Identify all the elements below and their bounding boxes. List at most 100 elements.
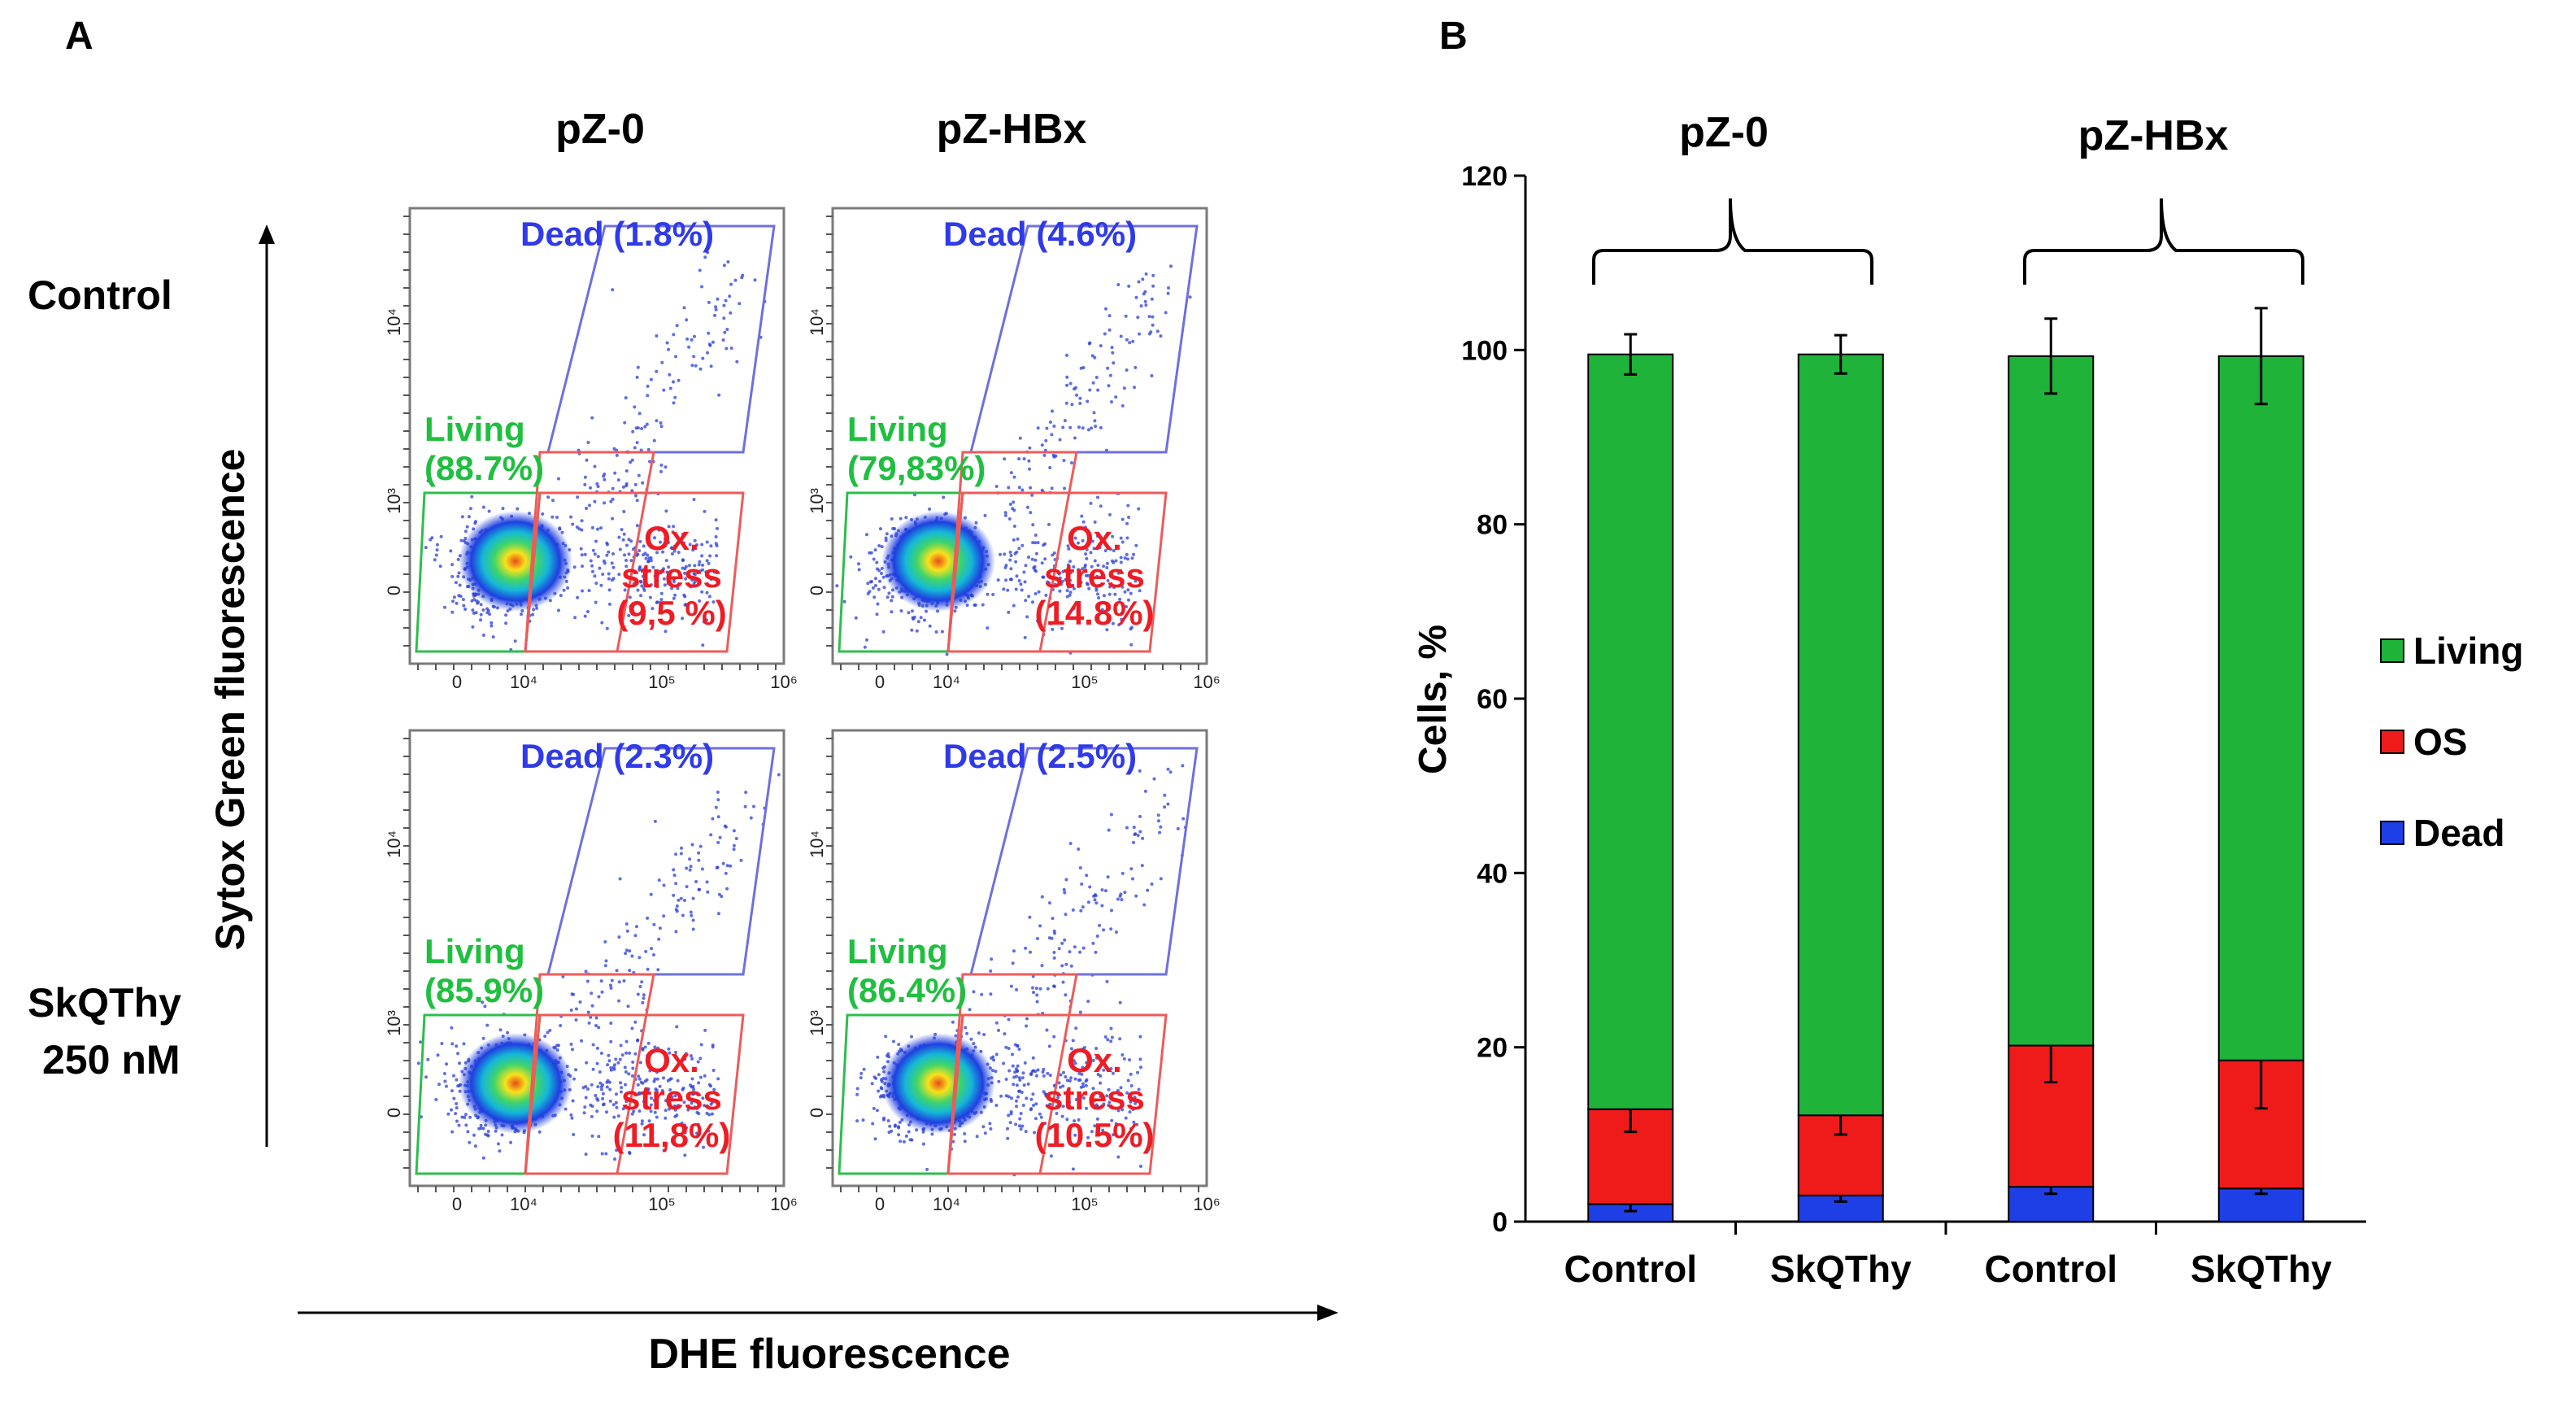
flow-x-tick: 10⁵ (1071, 672, 1099, 692)
flow-x-tick: 10⁴ (933, 672, 960, 692)
panel-b: B pZ-0 pZ-HBx Cells, % 0 20 40 60 80 100 120 Co… (1412, 15, 2523, 1290)
row-label-skqthy: SkQThy (28, 980, 181, 1026)
y-axis-arrowhead (259, 224, 275, 244)
y-tick-label: 120 (1461, 161, 1508, 192)
label-dead: Dead (2.3%) (520, 737, 714, 775)
y-tick-label: 40 (1477, 858, 1508, 889)
group-brace-pzhbx (2023, 198, 2304, 285)
category-label: SkQThy (1770, 1248, 1912, 1290)
category-label: Control (1564, 1248, 1697, 1290)
gate-ox-stress-outer (524, 1013, 745, 1175)
y-tick-label: 60 (1477, 684, 1508, 715)
flow-plot-1: Dead (1.8%) Living(88.7%) Ox.stress(9,5 %)… (384, 207, 798, 692)
label-dead: Dead (1.8%) (520, 215, 714, 253)
gate-dead (969, 224, 1199, 454)
category-label: SkQThy (2191, 1248, 2332, 1290)
panel-a-letter: A (65, 15, 94, 58)
legend: Living OS Dead (2380, 630, 2523, 854)
row-label-control: Control (28, 272, 172, 318)
gate-dead (969, 747, 1199, 976)
flow-y-tick: 0 (384, 586, 404, 595)
flow-x-tick: 10⁴ (510, 1194, 537, 1214)
bar-segment-living (2217, 355, 2304, 1061)
x-axis-arrowhead (1317, 1305, 1338, 1321)
row-label-skqthy-dose: 250 nM (42, 1037, 181, 1083)
flow-x-tick: 10⁶ (770, 1194, 798, 1214)
flow-y-tick: 10⁴ (807, 308, 827, 336)
label-dead: Dead (2.5%) (943, 737, 1137, 775)
flow-y-tick: 10⁴ (807, 830, 827, 858)
flow-x-tick: 10⁴ (933, 1194, 960, 1214)
label-ox-stress: Ox. (1067, 1041, 1122, 1079)
flow-x-tick: 0 (452, 1194, 462, 1214)
legend-swatch-os (2380, 730, 2404, 754)
label-ox-stress: (14.8%) (1034, 594, 1154, 632)
flow-x-tick: 10⁶ (1193, 1194, 1221, 1214)
legend-label-living: Living (2413, 630, 2523, 672)
label-living: (86.4%) (847, 971, 967, 1009)
label-living: Living (847, 932, 948, 970)
label-ox-stress: stress (1044, 1078, 1145, 1117)
category-label: Control (1984, 1248, 2117, 1290)
flow-plot-2: Dead (4.6%) Living(79,83%) Ox.stress(14.8%… (807, 207, 1221, 692)
gate-ox-stress-outer (946, 491, 1168, 653)
flow-y-tick: 10³ (807, 488, 827, 514)
flow-plot-4: Dead (2.5%) Living(86.4%) Ox.stress(10.5%)… (807, 729, 1221, 1214)
flow-plot-frame (831, 207, 1208, 665)
label-living: Living (424, 932, 525, 970)
flow-x-tick: 10⁵ (648, 1194, 676, 1214)
flow-x-tick: 10⁵ (1071, 1194, 1099, 1214)
density-hotspot (881, 511, 995, 612)
legend-swatch-dead (2380, 821, 2404, 845)
label-ox-stress: Ox. (1067, 519, 1122, 557)
flow-x-tick: 0 (452, 672, 462, 692)
y-axis-label: Sytox Green fluorescence (207, 449, 253, 951)
label-living: (88.7%) (424, 449, 544, 487)
col-header-pz0: pZ-0 (555, 106, 645, 153)
flow-x-tick: 0 (875, 672, 885, 692)
bar-segment-living (1797, 353, 1884, 1117)
label-living: Living (424, 410, 525, 448)
flow-x-tick: 10⁶ (770, 672, 798, 692)
gate-dead (546, 224, 776, 454)
flow-x-tick: 0 (875, 1194, 885, 1214)
label-ox-stress: Ox. (644, 1041, 699, 1079)
y-tick-label: 20 (1477, 1033, 1508, 1064)
flow-y-tick: 0 (807, 586, 827, 595)
label-ox-stress: Ox. (644, 519, 699, 557)
flow-y-tick: 0 (807, 1108, 827, 1118)
flow-y-tick: 10³ (807, 1010, 827, 1036)
density-hotspot (881, 1033, 995, 1134)
flow-y-tick: 10⁴ (384, 308, 404, 336)
panel-b-letter: B (1439, 15, 1468, 58)
flow-x-tick: 10⁴ (510, 672, 537, 692)
group-label-pz0: pZ-0 (1679, 109, 1769, 156)
flow-x-tick: 10⁵ (648, 672, 676, 692)
y-axis-title: Cells, % (1412, 625, 1455, 774)
stacked-bar-chart: 0 20 40 60 80 100 120 Control SkQThy Control SkQTh… (1461, 161, 2366, 1290)
flow-y-tick: 0 (384, 1108, 404, 1118)
flow-y-tick: 10³ (384, 1010, 404, 1036)
gate-ox-stress-outer (524, 491, 745, 653)
group-label-pzhbx: pZ-HBx (2078, 112, 2229, 159)
label-living: Living (847, 410, 948, 448)
label-ox-stress: stress (1044, 556, 1145, 595)
flow-x-tick: 10⁶ (1193, 672, 1221, 692)
y-tick-label: 0 (1492, 1207, 1508, 1238)
label-dead: Dead (4.6%) (943, 215, 1137, 253)
flow-plots: Dead (1.8%)Living(88.7%)Ox.stress(9,5 %)… (384, 207, 1221, 1214)
bar-segment-living (1587, 353, 1674, 1110)
gate-ox-stress-outer (946, 1013, 1168, 1175)
y-tick-label: 80 (1477, 510, 1508, 541)
flow-plot-3: Dead (2.3%) Living(85.9%) Ox.stress(11,8%)… (384, 729, 798, 1214)
density-hotspot (459, 511, 572, 612)
col-header-pzhbx: pZ-HBx (937, 106, 1087, 153)
legend-swatch-living (2380, 638, 2404, 663)
gate-dead (546, 747, 776, 976)
label-ox-stress: (9,5 %) (616, 594, 726, 632)
legend-label-dead: Dead (2413, 812, 2504, 854)
flow-plot-frame (408, 207, 785, 665)
bar-segment-living (2008, 355, 2095, 1047)
